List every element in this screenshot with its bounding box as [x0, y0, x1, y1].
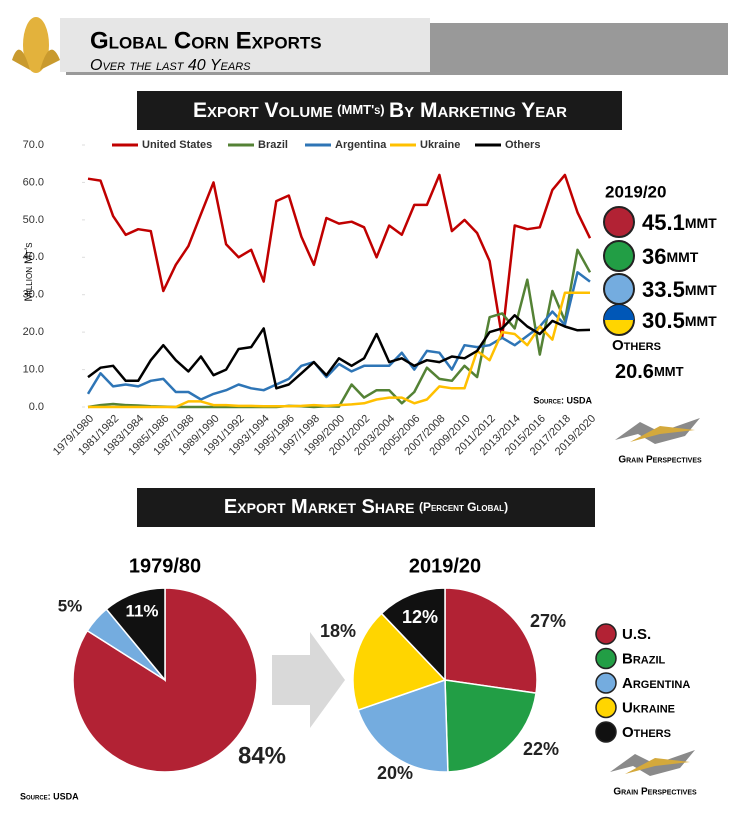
pie-label: 84% — [238, 742, 286, 769]
series-line — [87, 248, 592, 409]
pie-label: 22% — [523, 739, 559, 759]
arrow — [272, 632, 345, 728]
side-unit: MMT — [685, 282, 717, 298]
y-tick-label: 10.0 — [23, 363, 44, 375]
pie-slice — [352, 612, 447, 712]
y-tick-label: 20.0 — [23, 326, 44, 338]
pie-label: 27% — [530, 611, 566, 631]
side-value: 36MMT — [642, 244, 699, 269]
pie-label: 12% — [402, 607, 438, 627]
side-value: 45.1MMT — [642, 210, 717, 235]
pie-title: 2019/20 — [409, 555, 481, 577]
legend-swatch — [595, 672, 617, 694]
header-subtitle: Over the last 40 Years — [90, 57, 251, 74]
pie-label: 11% — [125, 601, 158, 620]
y-axis-label: Million Mt's — [23, 242, 35, 301]
y-tick-label: 30.0 — [23, 289, 44, 301]
side-number: 30.5 — [642, 308, 685, 333]
side-number: 33.5 — [642, 277, 685, 302]
section-banner — [137, 91, 622, 130]
pie-slice — [444, 679, 537, 773]
logo-text: Grain Perspectives — [613, 787, 697, 798]
series-line — [88, 291, 590, 409]
pie-label: 5% — [58, 596, 83, 615]
side-number: 20.6 — [615, 361, 654, 383]
legend-label: Argentina — [622, 675, 690, 692]
side-number: 36 — [642, 244, 666, 269]
flag — [603, 273, 635, 305]
y-tick-label: 50.0 — [23, 214, 44, 226]
side-unit: MMT — [666, 249, 698, 265]
legend-label: U.S. — [622, 626, 651, 643]
pie-slice — [105, 587, 166, 683]
legend-label: Brazil — [258, 139, 288, 151]
side-number: 45.1 — [642, 210, 685, 235]
legend-swatch — [595, 696, 617, 719]
y-tick-label: 0.0 — [29, 401, 44, 413]
y-tick-label: 70.0 — [23, 139, 44, 151]
flag — [603, 240, 635, 272]
corn-icon — [12, 17, 60, 73]
pie-label: 20% — [377, 763, 413, 783]
section-banner — [137, 488, 595, 527]
legend-swatch — [595, 647, 617, 670]
logo-text: Grain Perspectives — [618, 455, 702, 466]
legend-label: Others — [505, 139, 540, 151]
source: Source: USDA — [20, 791, 79, 801]
section-title: Export Market Share (Percent Global) — [224, 496, 508, 518]
flag — [603, 206, 635, 238]
legend-label: United States — [142, 139, 212, 151]
series-line — [86, 271, 591, 401]
y-tick-label: 60.0 — [23, 176, 44, 188]
pie-title: 1979/80 — [129, 555, 201, 577]
side-value: 30.5MMT — [642, 308, 717, 333]
side-others: Others — [612, 337, 661, 354]
side-title: 2019/20 — [605, 182, 666, 201]
legend-label: Ukraine — [420, 139, 460, 151]
source: Source: USDA — [533, 395, 592, 405]
side-value: 33.5MMT — [642, 277, 717, 302]
logo-accent — [625, 758, 690, 774]
legend-label: Argentina — [335, 139, 387, 151]
legend-label: Brazil — [622, 650, 665, 667]
section-title: Export Volume (MMT's) By Marketing Year — [193, 99, 567, 122]
pie-label: 18% — [320, 621, 356, 641]
side-unit: MMT — [654, 364, 684, 379]
header-title: Global Corn Exports — [90, 27, 322, 54]
pie-slice — [380, 587, 446, 682]
legend-swatch — [595, 623, 617, 645]
logo-accent — [630, 426, 695, 442]
y-tick-label: 40.0 — [23, 251, 44, 263]
legend-swatch — [595, 721, 617, 743]
side-unit: MMT — [685, 313, 717, 329]
side-value: 20.6MMT — [615, 361, 684, 383]
legend-label: Ukraine — [622, 699, 675, 716]
legend-label: Others — [622, 724, 671, 741]
pie-slice — [444, 587, 538, 694]
flag-half — [604, 305, 634, 320]
series-line — [87, 314, 591, 390]
side-unit: MMT — [685, 215, 717, 231]
series-line — [87, 173, 592, 340]
header-banner — [60, 18, 430, 72]
